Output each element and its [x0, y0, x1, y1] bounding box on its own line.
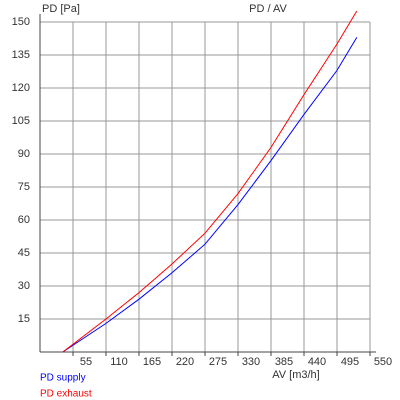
- y-tick-label: 105: [12, 115, 30, 127]
- y-tick-label: 60: [18, 214, 30, 226]
- x-tick-label: 550: [374, 356, 392, 368]
- x-tick-label: 385: [275, 356, 293, 368]
- x-axis-title: AV [m3/h]: [272, 369, 319, 381]
- x-tick-label: 330: [242, 356, 260, 368]
- y-tick-label: 135: [12, 49, 30, 61]
- x-tick-label: 165: [143, 356, 161, 368]
- y-tick-label: 45: [18, 247, 30, 259]
- series-line: [62, 37, 358, 353]
- y-tick-label: 90: [18, 148, 30, 160]
- x-tick-label: 55: [80, 356, 92, 368]
- chart-title: PD / AV: [249, 3, 287, 15]
- y-tick-label: 75: [18, 181, 30, 193]
- x-tick-label: 495: [341, 356, 359, 368]
- y-tick-label: 120: [12, 82, 30, 94]
- x-tick-label: 440: [308, 356, 326, 368]
- y-axis-title: PD [Pa]: [42, 3, 80, 15]
- legend-label: PD supply: [40, 373, 86, 384]
- y-tick-label: 150: [12, 16, 30, 28]
- x-tick-label: 110: [110, 356, 128, 368]
- series-line: [62, 10, 358, 353]
- y-tick-label: 30: [18, 280, 30, 292]
- y-tick-label: 15: [18, 313, 30, 325]
- x-tick-label: 275: [209, 356, 227, 368]
- x-tick-label: 220: [176, 356, 194, 368]
- legend-label: PD exhaust: [40, 389, 92, 400]
